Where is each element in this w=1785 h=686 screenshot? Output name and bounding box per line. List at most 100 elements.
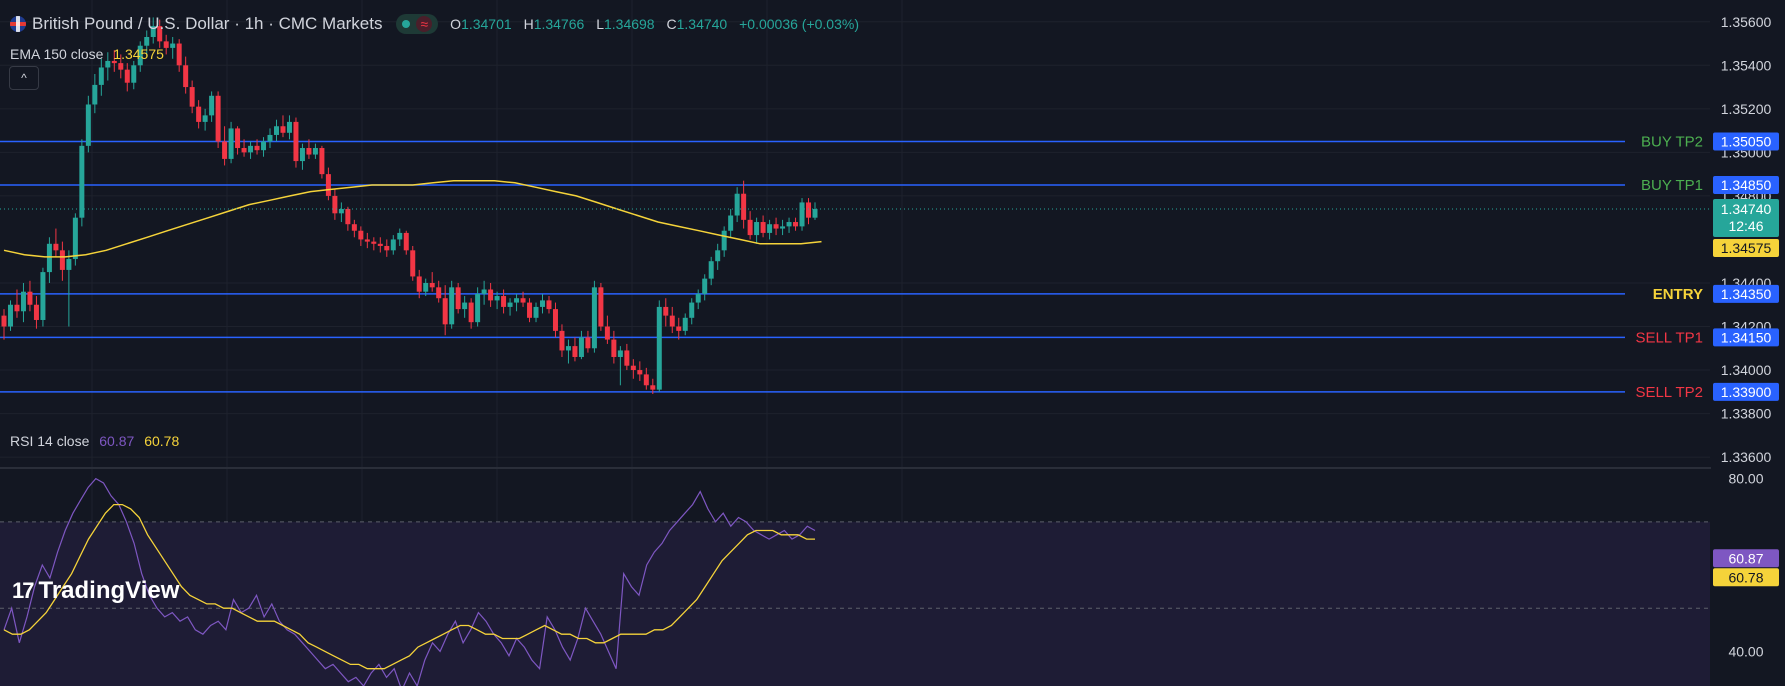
candle-body [98,67,104,85]
candle-body [410,250,416,277]
candle-body [46,243,52,273]
candle-body [14,304,20,312]
ema-legend[interactable]: EMA 150 close 1.34575 [10,46,164,62]
candle-body [228,128,234,159]
rsi-ma-tag [1713,568,1779,587]
candle-body [20,291,26,312]
candle-body [520,298,526,303]
candle-body [176,43,182,66]
candle-body [248,145,254,153]
candle-body [163,41,169,48]
candle-body [423,282,429,292]
level-label: BUY TP2 [1641,133,1703,150]
candle-body [254,145,260,151]
candle-body [183,65,189,88]
rsi-legend[interactable]: RSI 14 close 60.87 60.78 [10,433,179,449]
candle-body [488,289,494,301]
level-price-text: 1.34150 [1721,329,1772,345]
candle-body [559,330,565,351]
candle-body [475,293,481,323]
candle-body [72,217,78,260]
candle-body [786,222,792,227]
low-label: L [596,16,604,32]
candle-body [189,87,195,107]
candle-body [66,259,72,270]
candle-body [793,222,799,227]
candle-body [235,128,241,149]
candle-body [215,95,221,142]
candle-body [572,346,578,357]
ema-price-text: 1.34575 [1721,240,1772,256]
candle-body [565,346,571,351]
candle-body [241,148,247,153]
candle-body [371,241,377,244]
candle-body [799,202,805,227]
candle-body [806,202,812,218]
candle-body [663,306,669,316]
candle-body [643,374,649,386]
candle-body [267,134,273,142]
candle-body [416,276,422,292]
tradingview-logo[interactable]: 17 TradingView [12,577,179,605]
candle-body [364,239,370,242]
candle-body [286,121,292,133]
candle-body [708,261,714,279]
rsi-pane [3,477,816,686]
market-open-dot-icon [402,20,411,28]
wave-icon: ≈ [416,16,433,32]
level-price-tag [1713,284,1779,303]
price-axis-tags: 1.35050 1.34850 1.34350 1.34150 1.33900 1.347… [1713,132,1779,587]
candle-body [40,272,46,320]
candle-body [578,337,584,357]
candle-body [689,302,695,318]
candle-body [514,298,520,303]
rsi-label: RSI 14 close [10,433,90,449]
candle-body [734,193,740,216]
candle-body [741,193,747,220]
candle-body [611,339,617,357]
rsi-value: 60.87 [99,433,135,449]
candle-body [319,148,325,175]
candle-body [442,298,448,325]
level-label: SELL TP1 [1635,329,1703,346]
candle-body [345,208,351,225]
candle-body [604,326,610,340]
level-label: BUY TP1 [1641,177,1703,194]
rsi-band-fill [0,521,1710,686]
candle-body [209,95,215,116]
candle-body [390,239,396,251]
symbol-title[interactable]: British Pound / U.S. Dollar · 1h · CMC M… [32,14,383,33]
candle-body [403,232,409,251]
candle-body [624,350,630,366]
rsi-line [3,477,816,686]
candle-body [105,60,111,68]
candle-body [436,287,442,299]
candle-body [585,337,591,349]
level-price-text: 1.34350 [1721,286,1772,302]
candle-body [617,350,623,357]
rsi-tick-label: 40.00 [1728,643,1763,659]
candle-body [656,306,662,390]
market-status-pill[interactable]: ≈ [396,14,439,34]
candle-body [131,65,137,83]
candle-body [27,291,33,305]
candle-body [325,174,331,196]
close-label: C [666,16,677,32]
candle-body [118,63,124,70]
candle-body [747,219,753,236]
candle-body [669,315,675,327]
candle-body [773,224,779,229]
candle-body [332,195,338,214]
ema-price-tag [1713,238,1779,257]
rsi-value-tag [1713,549,1779,568]
level-price-text: 1.33900 [1721,384,1772,400]
candle-body [527,302,533,318]
candle-body [124,69,130,83]
candle-body [92,84,98,105]
candle-body [501,296,507,307]
rsi-ma-text: 60.78 [1728,569,1763,585]
candle-body [715,250,721,262]
collapse-legend-button[interactable]: ^ [9,66,39,90]
tradingview-logo-icon: 17 [12,578,35,603]
